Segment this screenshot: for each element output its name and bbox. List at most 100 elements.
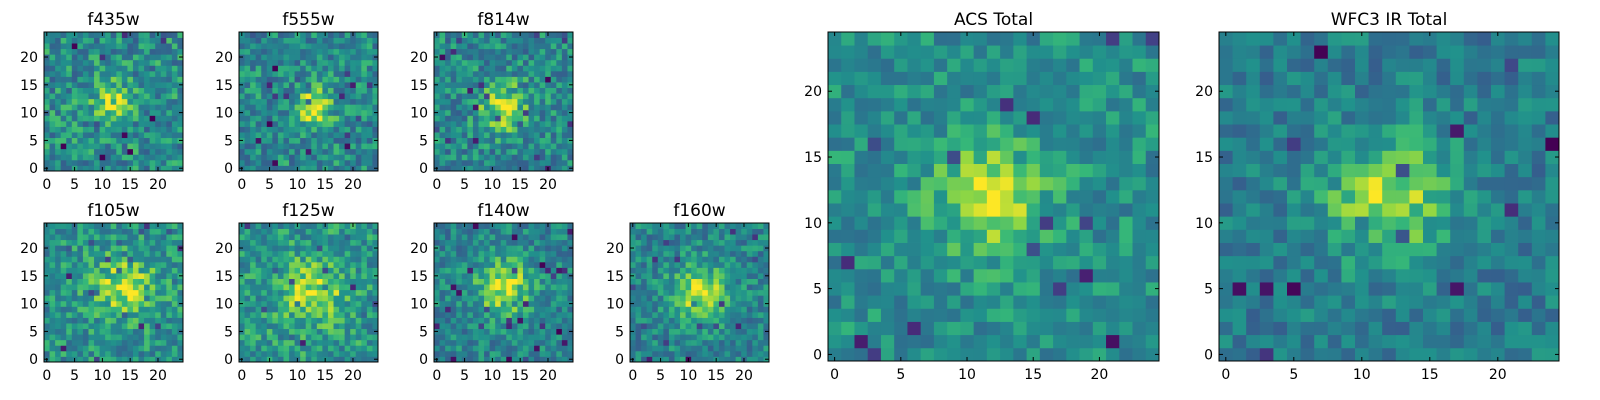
heatmap-cell	[71, 159, 78, 166]
heatmap-cell	[461, 228, 468, 235]
heatmap-cell	[567, 154, 574, 161]
heatmap-cell	[110, 76, 117, 83]
heatmap-cell	[472, 43, 479, 50]
heatmap-cell	[450, 43, 457, 50]
heatmap-cell	[255, 159, 262, 166]
y-tick-label: 15	[410, 269, 428, 285]
heatmap-cell	[82, 109, 89, 116]
heatmap-cell	[646, 311, 653, 318]
heatmap-cell	[327, 284, 334, 291]
heatmap-cell	[539, 87, 546, 94]
heatmap-cell	[467, 245, 474, 252]
heatmap-cell	[344, 278, 351, 285]
heatmap-cell	[60, 300, 67, 307]
heatmap-cell	[366, 284, 373, 291]
heatmap-cell	[300, 334, 307, 341]
heatmap-cell	[160, 76, 167, 83]
heatmap-cell	[272, 143, 279, 150]
heatmap-cell	[545, 328, 552, 335]
heatmap-cell	[445, 132, 452, 139]
heatmap-cell	[550, 245, 557, 252]
heatmap-cell	[500, 104, 507, 111]
heatmap-cell	[960, 203, 975, 217]
heatmap-cell	[88, 239, 95, 246]
heatmap-cell	[94, 87, 100, 94]
heatmap-cell	[294, 334, 301, 341]
heatmap-cell	[138, 120, 145, 127]
heatmap-cell	[266, 245, 273, 252]
heatmap-cell	[88, 328, 95, 335]
heatmap-cell	[1132, 334, 1147, 349]
heatmap-cell	[506, 65, 513, 72]
heatmap-cell	[99, 323, 106, 330]
heatmap-cell	[434, 256, 440, 263]
heatmap-cell	[311, 306, 318, 313]
heatmap-cell	[528, 356, 535, 363]
heatmap-cell	[947, 150, 961, 164]
heatmap-cell	[472, 250, 479, 257]
heatmap-cell	[696, 256, 703, 263]
heatmap-cell	[707, 317, 714, 324]
heatmap-cell	[127, 104, 134, 111]
heatmap-cell	[283, 239, 290, 246]
y-tick-label: 5	[29, 133, 38, 149]
heatmap-cell	[49, 109, 56, 116]
heatmap-cell	[1026, 255, 1041, 270]
heatmap-cell	[66, 159, 73, 166]
heatmap-cell	[445, 104, 452, 111]
heatmap-cell	[366, 104, 373, 111]
heatmap-cell	[311, 43, 318, 50]
panel-title: f814w	[477, 10, 529, 30]
heatmap-cell	[333, 356, 340, 363]
heatmap-cell	[495, 98, 502, 105]
heatmap-cell	[680, 300, 686, 307]
heatmap-cell	[735, 323, 742, 330]
heatmap-cell	[641, 306, 648, 313]
heatmap-cell	[696, 289, 703, 296]
heatmap-cell	[450, 76, 457, 83]
heatmap-cell	[155, 115, 162, 122]
heatmap-cell	[71, 109, 78, 116]
heatmap-cell	[77, 109, 84, 116]
heatmap-cell	[339, 278, 346, 285]
heatmap-cell	[289, 104, 295, 111]
heatmap-cell	[105, 250, 112, 257]
heatmap-cell	[132, 143, 139, 150]
heatmap-cell	[763, 234, 770, 241]
heatmap-cell	[973, 308, 988, 322]
heatmap-cell	[907, 176, 922, 191]
heatmap-cell	[344, 284, 351, 291]
heatmap-cell	[752, 339, 759, 346]
heatmap-cell	[517, 245, 524, 252]
heatmap-cell	[88, 165, 95, 172]
heatmap-cell	[116, 87, 123, 94]
heatmap-cell	[344, 306, 351, 313]
heatmap-cell	[511, 109, 518, 116]
heatmap-cell	[461, 256, 468, 263]
heatmap-cell	[283, 278, 290, 285]
heatmap-cell	[366, 120, 373, 127]
heatmap-cell	[77, 223, 84, 229]
heatmap-cell	[495, 120, 502, 127]
heatmap-cell	[1000, 347, 1014, 362]
heatmap-cell	[266, 267, 273, 274]
heatmap-cell	[116, 323, 123, 330]
heatmap-cell	[724, 273, 731, 279]
heatmap-cell	[472, 356, 479, 363]
heatmap-cell	[366, 76, 373, 83]
heatmap-cell	[66, 311, 73, 318]
heatmap-cell	[545, 82, 552, 88]
heatmap-cell	[718, 323, 725, 330]
heatmap-cell	[947, 163, 961, 178]
heatmap-cell	[1066, 321, 1080, 336]
heatmap-cell	[434, 159, 440, 166]
heatmap-cell	[272, 284, 279, 291]
heatmap-cell	[456, 65, 463, 72]
heatmap-cell	[149, 256, 156, 263]
heatmap-cell	[266, 256, 273, 263]
heatmap-cell	[522, 76, 529, 83]
heatmap-cell	[266, 278, 273, 285]
heatmap-cell	[735, 273, 742, 279]
heatmap-cell	[517, 65, 524, 72]
heatmap-cell	[1000, 203, 1014, 217]
